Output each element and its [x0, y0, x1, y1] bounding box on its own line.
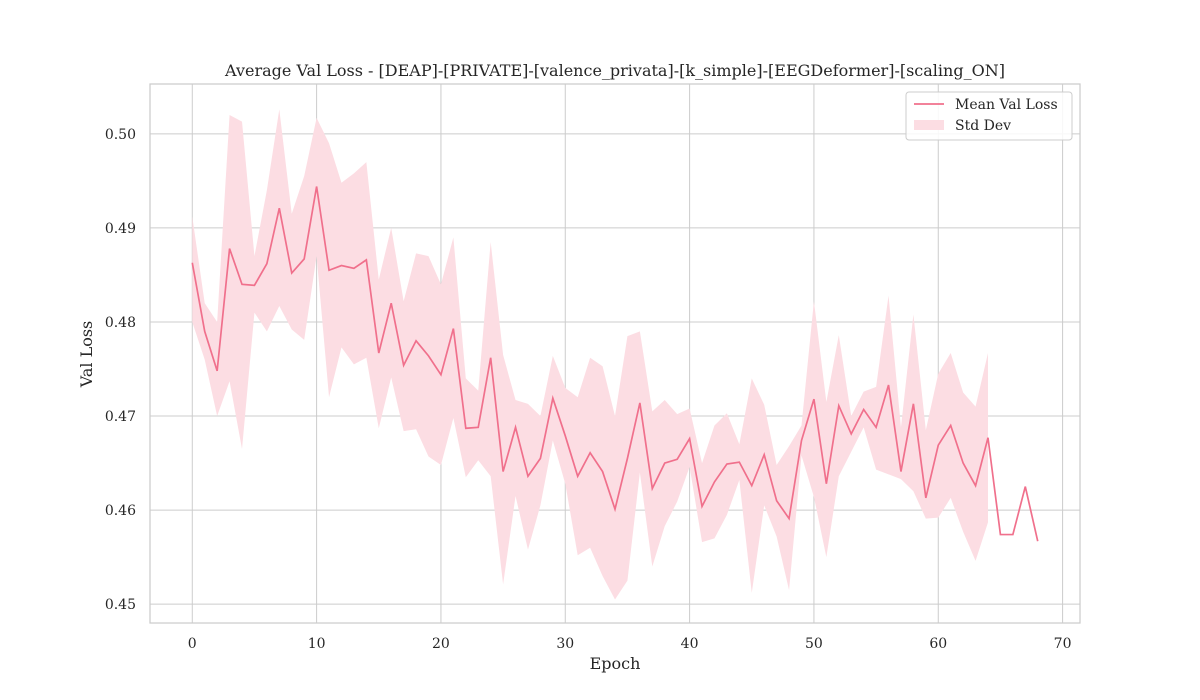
x-tick-label: 50 — [805, 636, 823, 652]
x-tick-label: 10 — [308, 636, 326, 652]
x-tick-label: 70 — [1054, 636, 1072, 652]
y-axis-ticks: 0.45 0.46 0.47 0.48 0.49 0.50 — [105, 127, 136, 613]
y-tick-label: 0.49 — [105, 221, 136, 237]
x-axis-label: Epoch — [590, 654, 641, 673]
y-tick-label: 0.50 — [105, 127, 136, 143]
x-tick-label: 60 — [929, 636, 947, 652]
x-tick-label: 40 — [681, 636, 699, 652]
legend-label-mean: Mean Val Loss — [955, 97, 1058, 113]
legend-label-std: Std Dev — [955, 118, 1011, 134]
y-tick-label: 0.46 — [105, 503, 136, 519]
mean-val-loss-line — [191, 186, 1039, 542]
x-axis-ticks: 0 10 20 30 40 50 60 70 — [188, 636, 1072, 652]
y-tick-label: 0.48 — [105, 315, 136, 331]
x-tick-label: 0 — [188, 636, 197, 652]
legend: Mean Val Loss Std Dev — [905, 91, 1073, 141]
chart-title: Average Val Loss - [DEAP]-[PRIVATE]-[val… — [224, 61, 1005, 80]
plot-frame — [149, 83, 1081, 624]
y-axis-label: Val Loss — [77, 321, 96, 389]
y-tick-label: 0.45 — [105, 597, 136, 613]
y-tick-label: 0.47 — [105, 409, 136, 425]
legend-band-swatch — [914, 120, 944, 130]
std-dev-band — [192, 109, 988, 600]
x-tick-label: 20 — [432, 636, 450, 652]
x-tick-label: 30 — [556, 636, 574, 652]
legend-box — [905, 91, 1073, 141]
